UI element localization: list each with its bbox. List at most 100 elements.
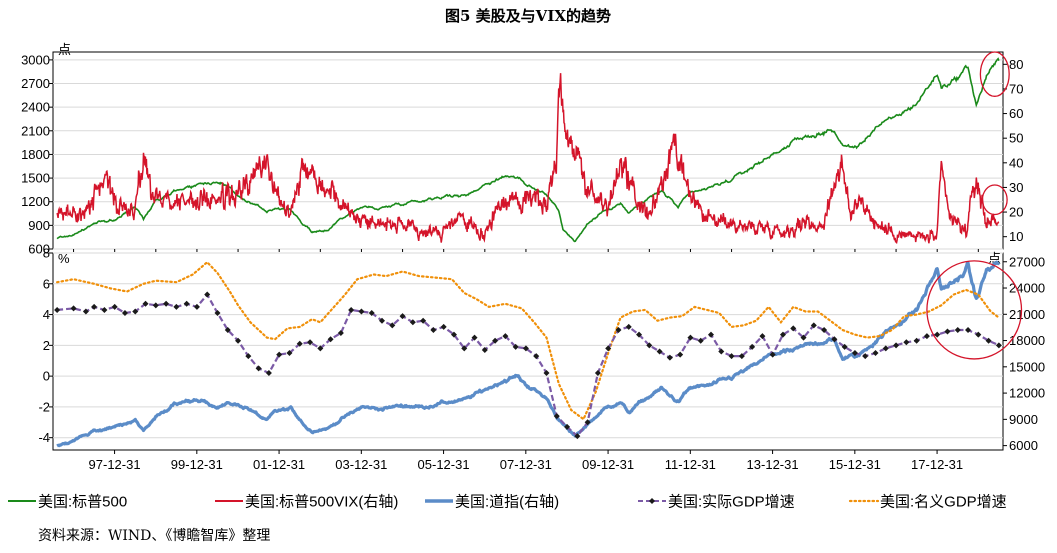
real-gdp-point <box>708 331 715 338</box>
real-gdp-point <box>666 354 673 361</box>
real-gdp-point <box>985 337 992 344</box>
real-gdp-point <box>193 303 200 310</box>
series-sp500-line <box>56 57 1000 243</box>
x-tick-label: 11-12-31 <box>665 457 716 472</box>
real-gdp-point <box>749 343 756 350</box>
real-gdp-point <box>934 331 941 338</box>
real-gdp-point <box>687 334 694 341</box>
real-gdp-point <box>409 319 416 326</box>
top-left-tick-label: 1200 <box>21 194 50 209</box>
real-gdp-point <box>790 325 797 332</box>
real-gdp-point <box>286 350 293 357</box>
real-gdp-point <box>872 350 879 357</box>
real-gdp-point <box>368 310 375 317</box>
legend-item: 美国:名义GDP增速 <box>848 494 1007 511</box>
real-gdp-point <box>235 337 242 344</box>
legend-item: 美国:道指(右轴) <box>425 494 559 511</box>
real-gdp-point <box>337 330 344 337</box>
real-gdp-point <box>923 333 930 340</box>
legend-label: 美国:名义GDP增速 <box>880 494 1007 511</box>
real-gdp-point <box>276 351 283 358</box>
real-gdp-point <box>224 326 231 333</box>
real-gdp-point <box>903 339 910 346</box>
real-gdp-point <box>769 351 776 358</box>
series-layer <box>54 57 1002 448</box>
real-gdp-point <box>348 306 355 313</box>
real-gdp-point <box>810 322 817 329</box>
real-gdp-point <box>461 345 468 352</box>
top-left-tick-label: 900 <box>28 218 50 233</box>
bottom-gridlines <box>53 252 1003 439</box>
x-tick-label: 97-12-31 <box>89 457 141 472</box>
real-gdp-point <box>471 334 478 341</box>
real-gdp-point <box>759 333 766 340</box>
x-tick-label: 03-12-31 <box>335 457 387 472</box>
real-gdp-point <box>173 303 180 310</box>
highlight-circle <box>981 184 1008 216</box>
real-gdp-point <box>779 331 786 338</box>
real-gdp-point <box>522 345 529 352</box>
bottom-left-tick-label: 0 <box>43 369 50 384</box>
real-gdp-point <box>913 337 920 344</box>
x-tick-label: 13-12-31 <box>747 457 799 472</box>
top-left-axis-unit: 点 <box>58 42 71 57</box>
real-gdp-point <box>450 331 457 338</box>
real-gdp-point <box>307 339 314 346</box>
bottom-right-tick-label: 18000 <box>1009 333 1045 348</box>
x-tick-label: 05-12-31 <box>418 457 470 472</box>
legend-label: 美国:实际GDP增速 <box>668 494 795 511</box>
real-gdp-point <box>70 305 77 312</box>
bottom-left-tick-label: -4 <box>38 430 50 445</box>
source-note: 资料来源：WIND、《博瞻智库》整理 <box>38 527 270 544</box>
series-real-gdp-line <box>57 292 1000 438</box>
top-left-tick-label: 1800 <box>21 147 50 162</box>
top-gridlines <box>53 59 1003 250</box>
top-left-tick-label: 3000 <box>21 52 50 67</box>
x-tick-label: 99-12-31 <box>171 457 223 472</box>
bottom-right-tick-label: 12000 <box>1009 386 1045 401</box>
top-left-tick-label: 600 <box>28 242 50 257</box>
bottom-left-tick-label: -2 <box>38 399 50 414</box>
real-gdp-point <box>800 334 807 341</box>
bottom-left-tick-label: 6 <box>43 276 50 291</box>
top-right-tick-label: 40 <box>1009 155 1023 170</box>
top-right-tick-label: 30 <box>1009 180 1023 195</box>
x-tick-label: 01-12-31 <box>253 457 305 472</box>
real-gdp-point <box>163 300 170 307</box>
real-gdp-point <box>995 342 1002 349</box>
real-gdp-point <box>101 306 108 313</box>
top-right-tick-label: 60 <box>1009 106 1023 121</box>
real-gdp-point <box>296 340 303 347</box>
real-gdp-point <box>214 310 221 317</box>
real-gdp-point <box>574 433 581 440</box>
real-gdp-point <box>440 323 447 330</box>
real-gdp-point <box>553 413 560 420</box>
bottom-right-tick-label: 21000 <box>1009 307 1045 322</box>
real-gdp-point <box>738 353 745 360</box>
bottom-right-tick-label: 27000 <box>1009 254 1045 269</box>
real-gdp-point <box>882 345 889 352</box>
bottom-left-tick-label: 2 <box>43 338 50 353</box>
real-gdp-point <box>111 303 118 310</box>
real-gdp-point <box>615 326 622 333</box>
bottom-right-tick-label: 9000 <box>1009 412 1038 427</box>
bottom-left-axis-unit: % <box>58 251 70 266</box>
real-gdp-point <box>605 345 612 352</box>
real-gdp-point <box>54 306 61 313</box>
legend: 美国:标普500 美国:标普500VIX(右轴) 美国:道指(右轴) 美国:实际GDP… <box>8 494 1007 511</box>
bottom-right-tick-label: 15000 <box>1009 359 1045 374</box>
real-gdp-point <box>379 317 386 324</box>
bottom-left-tick-label: 4 <box>43 307 50 322</box>
real-gdp-point <box>183 300 190 307</box>
real-gdp-point <box>944 328 951 335</box>
real-gdp-point <box>584 419 591 426</box>
real-gdp-point <box>564 423 571 430</box>
real-gdp-point <box>512 343 519 350</box>
real-gdp-point <box>152 302 159 309</box>
x-tick-label: 15-12-31 <box>829 457 881 472</box>
chart-title: 图5 美股及与VIX的趋势 <box>445 7 611 25</box>
real-gdp-point <box>636 331 643 338</box>
real-gdp-point <box>91 303 98 310</box>
real-gdp-point <box>677 351 684 358</box>
